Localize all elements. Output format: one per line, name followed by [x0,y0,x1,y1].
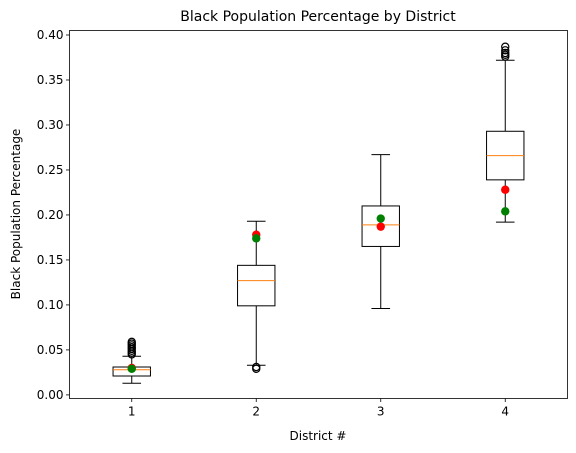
box-district-2 [237,220,276,374]
outlier-point [501,48,510,58]
plot-area [112,42,525,384]
y-tick-label: 0.05 [37,343,64,357]
y-tick-label: 0.30 [37,118,64,132]
green-point [501,207,510,216]
green-point [252,234,261,243]
y-axis: 0.00 0.05 0.10 0.15 0.20 0.25 0.30 0.35 0.40 [37,28,70,402]
y-tick-label: 0.15 [37,253,64,267]
y-tick-label: 0.10 [37,298,64,312]
x-axis: 1 2 3 4 [128,398,509,419]
y-axis-title: Black Population Percentage [9,129,23,300]
green-point [376,214,385,223]
x-axis-title: District # [290,429,347,443]
red-point [376,222,385,231]
y-tick-label: 0.00 [37,388,64,402]
y-tick-label: 0.25 [37,163,64,177]
outlier-point [501,42,510,51]
y-tick-label: 0.35 [37,73,64,87]
y-tick-label: 0.40 [37,28,64,42]
box-district-4 [486,42,525,223]
y-tick-label: 0.20 [37,208,64,222]
x-tick-label: 4 [501,405,509,419]
outlier-point [127,337,136,347]
box-district-3 [361,154,400,310]
plot-frame [69,30,568,399]
red-point [501,185,510,194]
green-point [127,364,136,374]
box-iqr [361,205,400,247]
outlier-point [501,46,510,55]
x-tick-label: 2 [252,405,260,419]
chart-title: Black Population Percentage by District [180,9,456,25]
box-iqr [237,264,276,307]
x-tick-label: 1 [128,405,136,419]
box-district-1 [112,337,151,384]
outlier-point [252,362,261,372]
x-tick-label: 3 [377,405,385,419]
